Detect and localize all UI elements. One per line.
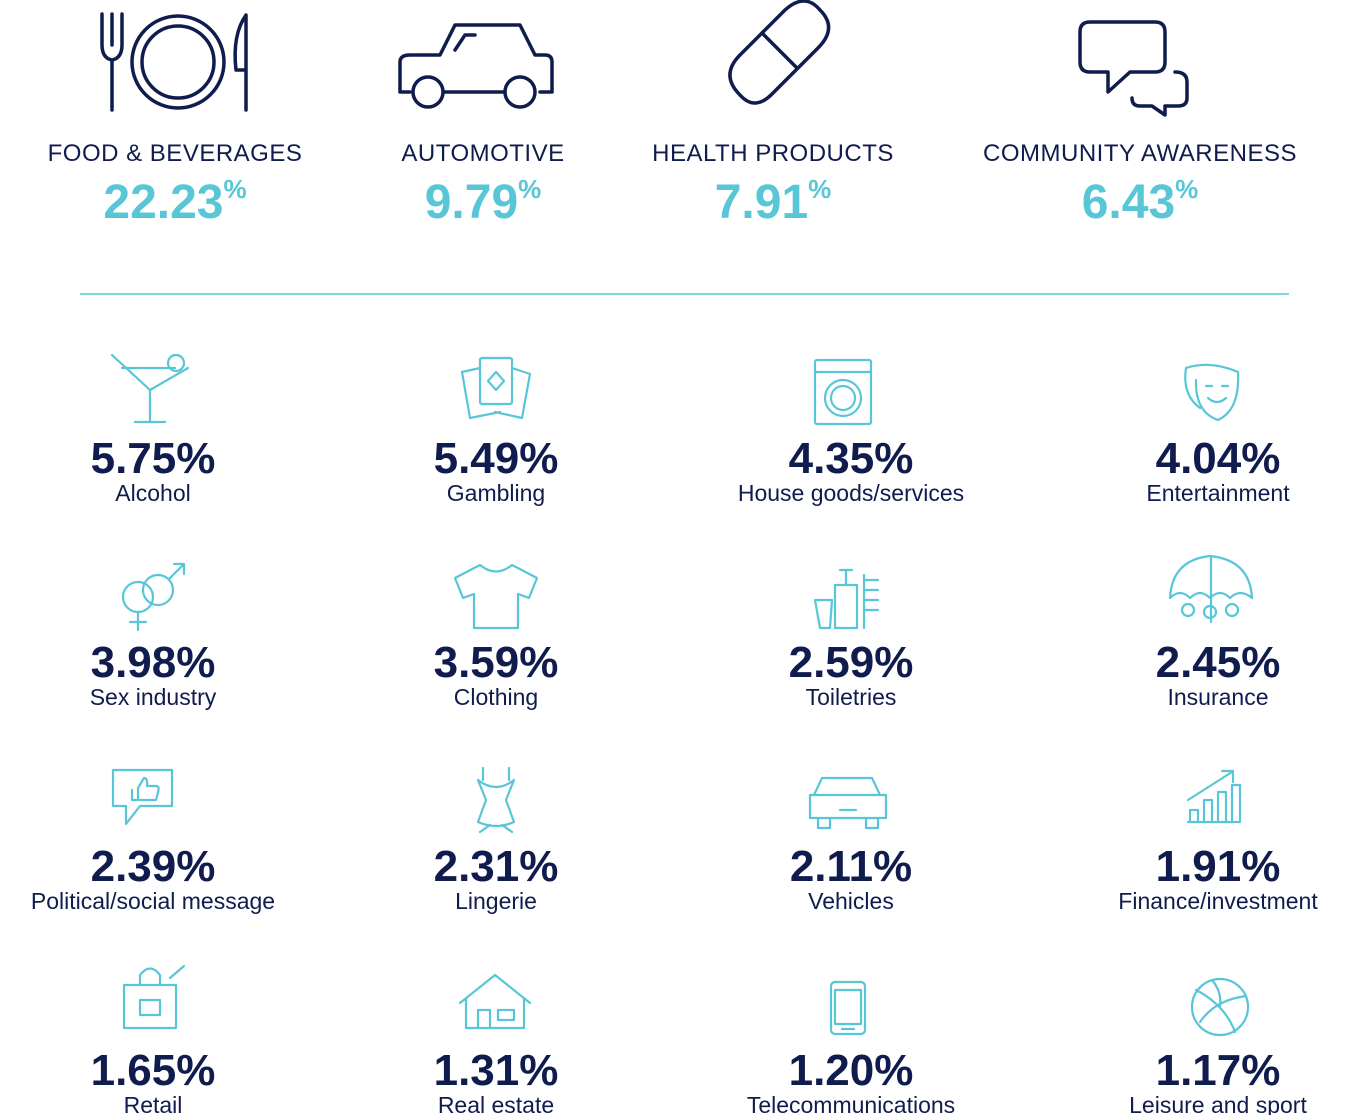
item-icon bbox=[476, 766, 516, 834]
item-label: Political/social message bbox=[31, 888, 275, 914]
item-icon bbox=[460, 356, 532, 420]
icon-shape bbox=[1186, 769, 1242, 824]
value-unit: % bbox=[808, 174, 831, 204]
item-label: Toiletries bbox=[806, 684, 897, 710]
item-label: Vehicles bbox=[808, 888, 894, 914]
item-value: 3.59% bbox=[434, 638, 559, 687]
item-icon bbox=[813, 568, 880, 630]
icon-shape bbox=[808, 776, 888, 830]
item-value: 4.04% bbox=[1156, 434, 1281, 483]
car-icon bbox=[398, 23, 554, 109]
icon-shape bbox=[1224, 602, 1240, 618]
icon-shape bbox=[833, 988, 863, 1031]
item-icon bbox=[1190, 977, 1250, 1037]
category-value: 6.43% bbox=[1082, 174, 1199, 229]
item-value: 1.20% bbox=[789, 1046, 914, 1095]
icon-shape bbox=[1190, 977, 1250, 1037]
item-label: Retail bbox=[124, 1092, 183, 1115]
item-label: Leisure and sport bbox=[1129, 1092, 1307, 1115]
icon-shape bbox=[460, 366, 532, 420]
item-label: Insurance bbox=[1167, 684, 1268, 710]
value-unit: % bbox=[1175, 174, 1198, 204]
icon-shape bbox=[1184, 366, 1202, 410]
icon-shape bbox=[1194, 978, 1248, 1034]
pill-icon bbox=[728, 0, 831, 105]
item-value: 4.35% bbox=[789, 434, 914, 483]
item-icon bbox=[829, 980, 867, 1036]
food-icon bbox=[100, 12, 248, 112]
item-value: 2.11% bbox=[790, 842, 912, 891]
item-value: 1.65% bbox=[91, 1046, 216, 1095]
item-label: Entertainment bbox=[1146, 480, 1290, 506]
value-number: 22.23 bbox=[103, 176, 223, 229]
icon-shape bbox=[1204, 384, 1230, 404]
item-value: 5.49% bbox=[434, 434, 559, 483]
chat-icon bbox=[1078, 20, 1189, 117]
category-label: COMMUNITY AWARENESS bbox=[983, 140, 1297, 167]
icon-shape bbox=[829, 980, 867, 1036]
value-number: 7.91 bbox=[715, 176, 808, 229]
icon-shape bbox=[111, 768, 174, 826]
icon-shape bbox=[141, 573, 175, 607]
category-label: HEALTH PRODUCTS bbox=[652, 140, 894, 167]
icon-shape bbox=[476, 766, 516, 834]
icon-shape bbox=[1168, 554, 1254, 624]
item-icon bbox=[122, 964, 186, 1030]
icon-shape bbox=[458, 973, 532, 1030]
icon-shape bbox=[122, 964, 186, 1030]
item-icon bbox=[1168, 554, 1254, 624]
icon-shape bbox=[813, 358, 873, 426]
item-label: Telecommunications bbox=[747, 1092, 955, 1115]
icon-shape bbox=[453, 563, 539, 630]
item-value: 2.39% bbox=[91, 842, 216, 891]
item-label: Gambling bbox=[447, 480, 545, 506]
item-icon bbox=[1184, 363, 1240, 422]
icon-shape bbox=[1184, 363, 1240, 422]
category-value: 22.23% bbox=[103, 174, 246, 229]
icon-shape bbox=[823, 378, 863, 418]
value-number: 6.43 bbox=[1082, 176, 1175, 229]
category-label: AUTOMOTIVE bbox=[401, 140, 564, 167]
item-label: Lingerie bbox=[455, 888, 537, 914]
icon-shape bbox=[1202, 604, 1218, 620]
value-unit: % bbox=[224, 174, 247, 204]
icon-shape bbox=[1180, 602, 1196, 618]
item-value: 1.31% bbox=[434, 1046, 559, 1095]
item-icon bbox=[808, 776, 888, 830]
item-icon bbox=[453, 563, 539, 630]
icon-shape bbox=[813, 568, 880, 630]
item-value: 3.98% bbox=[91, 638, 216, 687]
category-value: 9.79% bbox=[425, 174, 542, 229]
item-icon bbox=[111, 768, 174, 826]
item-value: 2.31% bbox=[434, 842, 559, 891]
icon-shape bbox=[478, 356, 514, 406]
item-label: Clothing bbox=[454, 684, 538, 710]
item-value: 1.17% bbox=[1156, 1046, 1281, 1095]
item-label: Alcohol bbox=[115, 480, 190, 506]
item-label: House goods/services bbox=[738, 480, 964, 506]
item-label: Sex industry bbox=[90, 684, 217, 710]
category-value: 7.91% bbox=[715, 174, 832, 229]
item-value: 2.59% bbox=[789, 638, 914, 687]
icon-shape bbox=[829, 384, 857, 412]
item-icon bbox=[458, 973, 532, 1030]
item-label: Real estate bbox=[438, 1092, 554, 1115]
item-value: 1.91% bbox=[1156, 842, 1281, 891]
icon-shape bbox=[166, 353, 186, 373]
item-icon bbox=[1186, 769, 1242, 824]
value-unit: % bbox=[518, 174, 541, 204]
item-icon bbox=[121, 562, 186, 632]
item-icon bbox=[110, 353, 190, 424]
item-value: 5.75% bbox=[91, 434, 216, 483]
category-label: FOOD & BEVERAGES bbox=[48, 140, 303, 167]
icon-shape bbox=[128, 562, 186, 632]
item-label: Finance/investment bbox=[1118, 888, 1318, 914]
item-value: 2.45% bbox=[1156, 638, 1281, 687]
value-number: 9.79 bbox=[425, 176, 518, 229]
item-icon bbox=[813, 358, 873, 426]
icon-shape bbox=[121, 580, 155, 614]
icon-shape bbox=[110, 353, 190, 424]
